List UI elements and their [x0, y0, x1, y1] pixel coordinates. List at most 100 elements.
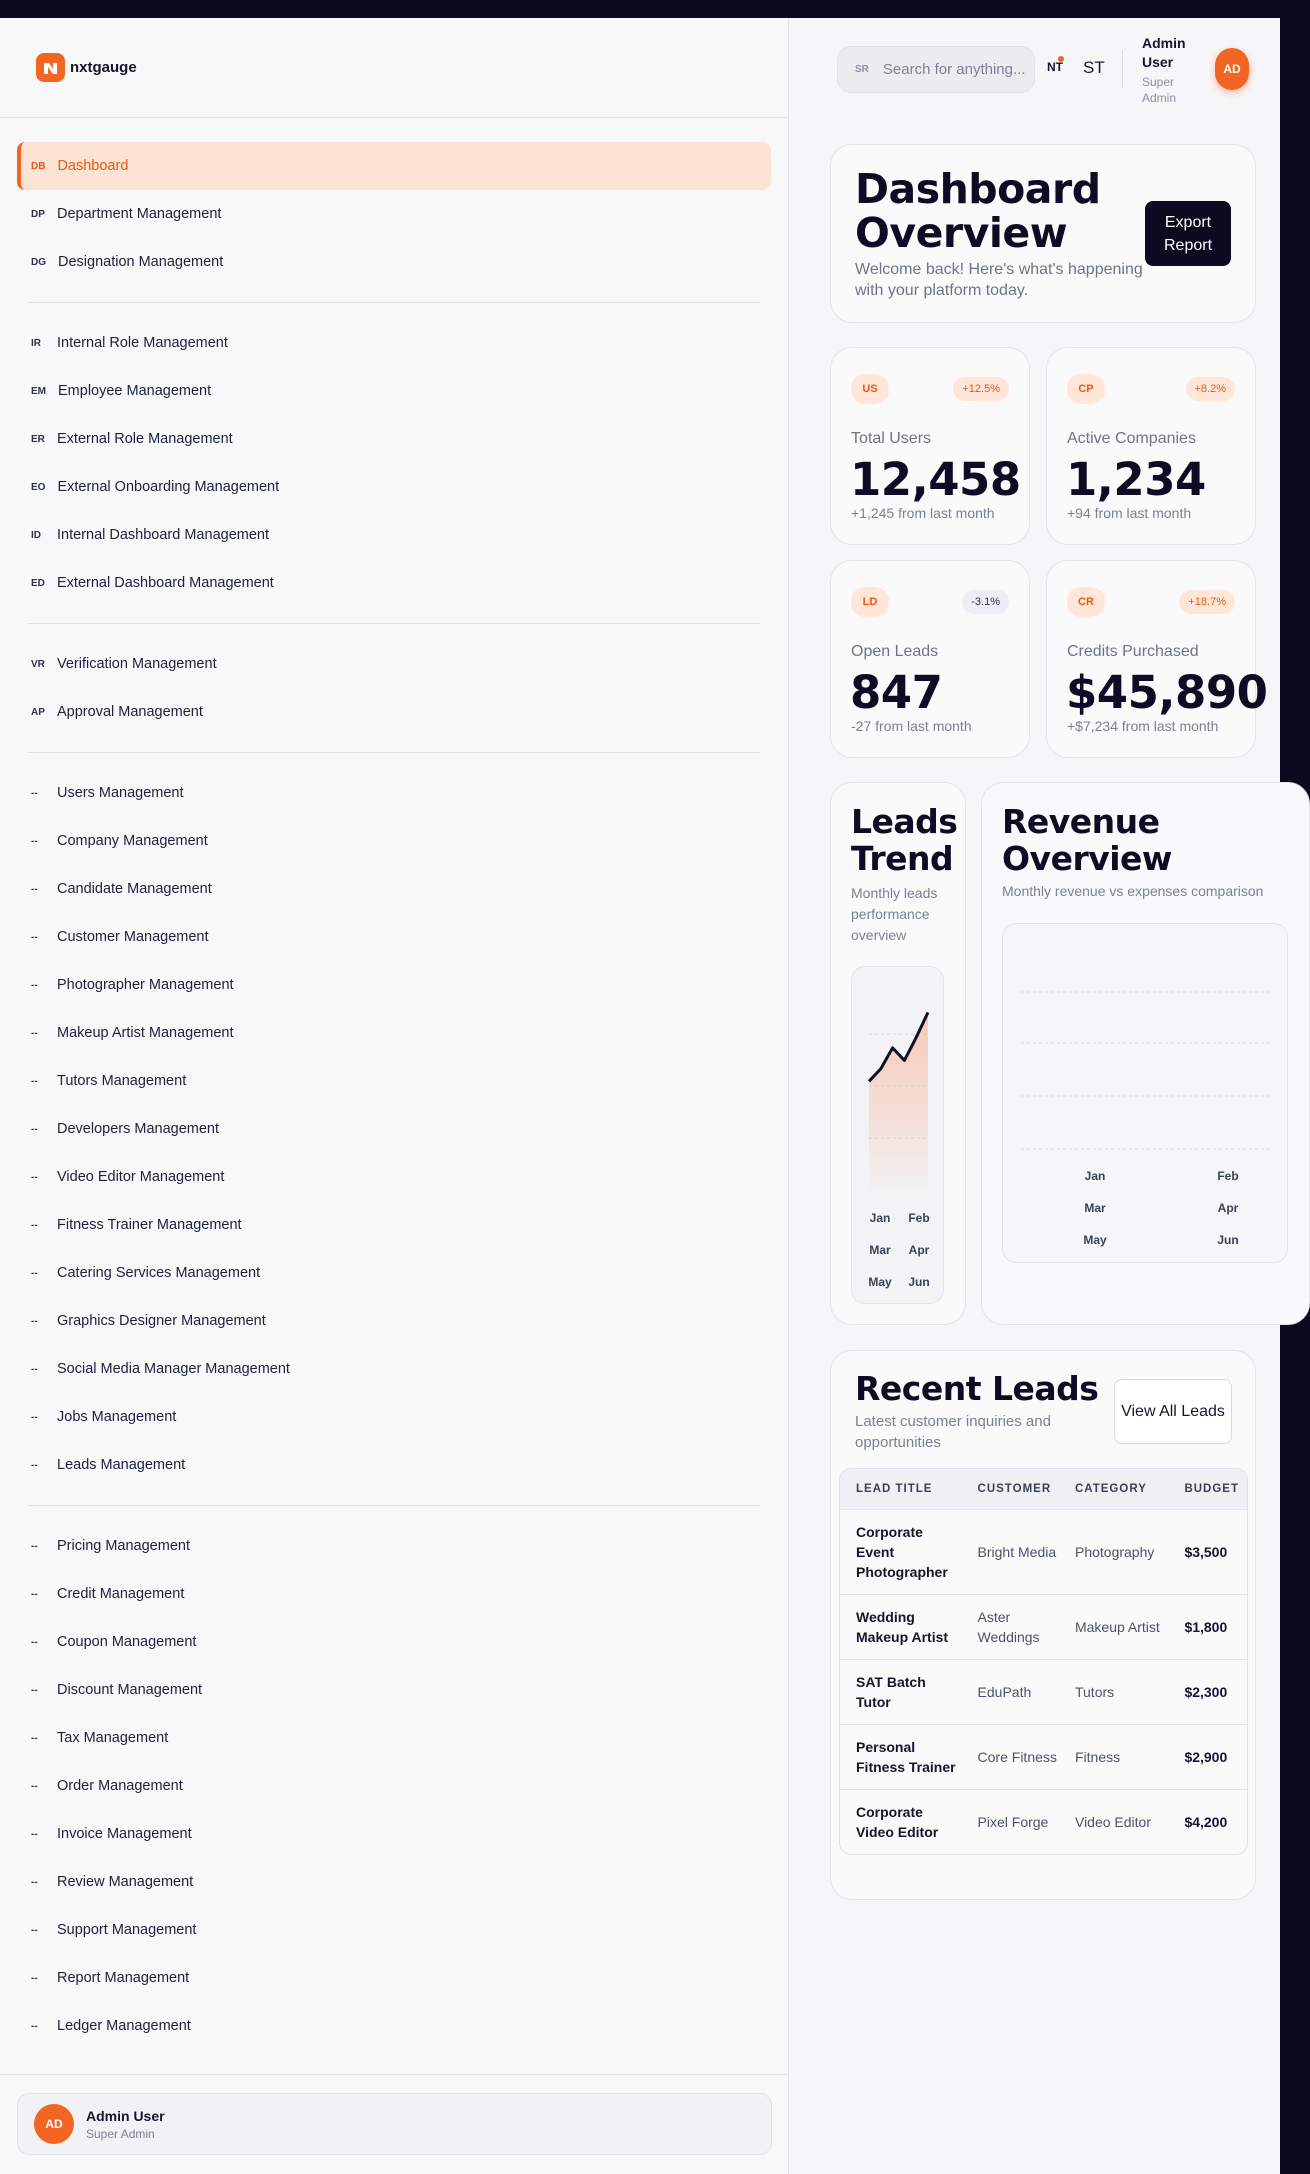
nav-item[interactable]: DP Department Management [17, 190, 771, 238]
x-tick-label: Apr [909, 1243, 930, 1257]
table-cell: Core Fitness [969, 1723, 1067, 1789]
header-user[interactable]: Admin User Super Admin [1142, 34, 1202, 106]
column-header: CATEGORY [1066, 1469, 1177, 1509]
nav-item[interactable]: -- Video Editor Management [17, 1153, 771, 1201]
table-cell: $2,300 [1176, 1658, 1247, 1724]
user-card[interactable]: AD Admin User Super Admin [17, 2093, 772, 2155]
nav-item[interactable]: -- Coupon Management [17, 1618, 771, 1666]
nav-code: -- [31, 787, 38, 799]
nav-item[interactable]: -- Fitness Trainer Management [17, 1201, 771, 1249]
nav-item[interactable]: -- Discount Management [17, 1666, 771, 1714]
logo[interactable]: nxtgauge [0, 18, 788, 118]
nav-item[interactable]: ID Internal Dashboard Management [17, 511, 771, 559]
overview-subtitle: Welcome back! Here's what's happening wi… [855, 261, 1143, 299]
nav-label: Video Editor Management [57, 1169, 225, 1185]
header-user-role: Super Admin [1142, 75, 1177, 105]
logo-icon [36, 53, 65, 82]
nav-item[interactable]: -- Review Management [17, 1858, 771, 1906]
nav-item[interactable]: -- Pricing Management [17, 1522, 771, 1570]
nav-label: Pricing Management [57, 1538, 190, 1554]
nav-item[interactable]: -- Photographer Management [17, 961, 771, 1009]
nav-label: Users Management [57, 785, 184, 801]
x-tick-label: Feb [1217, 1169, 1238, 1183]
nav-label: Credit Management [57, 1586, 185, 1602]
nav-item[interactable]: EO External Onboarding Management [17, 463, 771, 511]
nav-item[interactable]: -- Credit Management [17, 1570, 771, 1618]
view-all-button[interactable]: View All Leads [1114, 1379, 1232, 1444]
nav-item[interactable]: IR Internal Role Management [17, 319, 771, 367]
nav-code: -- [31, 1363, 38, 1375]
chart-subtitle: Monthly revenue vs expenses comparison [1002, 883, 1264, 899]
stat-change: +18.7% [1179, 590, 1235, 614]
nav-code: -- [31, 1828, 38, 1840]
nav-item[interactable]: -- Order Management [17, 1762, 771, 1810]
nav-item[interactable]: -- Tax Management [17, 1714, 771, 1762]
nav-label: Dashboard [57, 158, 129, 174]
header-avatar[interactable]: AD [1215, 48, 1249, 90]
nav-item[interactable]: AP Approval Management [17, 688, 771, 736]
nav-item[interactable]: -- Company Management [17, 817, 771, 865]
x-tick-label: Apr [1218, 1201, 1239, 1215]
stat-change: +12.5% [953, 377, 1009, 401]
nav-item[interactable]: -- Users Management [17, 769, 771, 817]
nav-code: -- [31, 1540, 38, 1552]
stat-value: 1,234 [1066, 453, 1206, 506]
table-cell: Makeup Artist [1066, 1593, 1177, 1659]
nav-item[interactable]: -- Catering Services Management [17, 1249, 771, 1297]
stat-icon: CR [1067, 587, 1105, 617]
table-cell: Wedding Makeup Artist [840, 1593, 970, 1659]
nav-code: AP [31, 706, 45, 718]
overview-title: Dashboard Overview [855, 165, 1101, 257]
nav-item[interactable]: -- Developers Management [17, 1105, 771, 1153]
stat-note: +$7,234 from last month [1067, 718, 1219, 734]
nav-item[interactable]: ER External Role Management [17, 415, 771, 463]
nav-item[interactable]: -- Leads Management [17, 1441, 771, 1489]
table-cell: Photography [1066, 1508, 1177, 1594]
nav-code: -- [31, 835, 38, 847]
notification-dot [1058, 56, 1064, 62]
nav-label: Internal Dashboard Management [57, 527, 269, 543]
stat-value: $45,890 [1066, 666, 1268, 719]
nav-item[interactable]: -- Social Media Manager Management [17, 1345, 771, 1393]
export-button[interactable]: Export Report [1145, 201, 1231, 266]
stat-icon: US [851, 374, 889, 404]
nav-code: -- [31, 1075, 38, 1087]
stat-change: +8.2% [1185, 377, 1235, 401]
search-box[interactable]: SR Search for anything... [837, 46, 1035, 93]
settings[interactable]: ST [1083, 58, 1105, 77]
nav-label: External Role Management [57, 431, 233, 447]
nav-code: -- [31, 1123, 38, 1135]
nav-item[interactable]: DG Designation Management [17, 238, 771, 286]
x-tick-label: May [1083, 1233, 1107, 1247]
nav-item[interactable]: -- Makeup Artist Management [17, 1009, 771, 1057]
nav-item[interactable]: -- Report Management [17, 1954, 771, 2002]
nav-label: Department Management [57, 206, 222, 222]
footer-divider [0, 2074, 788, 2075]
nav-item[interactable]: -- Graphics Designer Management [17, 1297, 771, 1345]
nav-label: Candidate Management [57, 881, 212, 897]
nav-item[interactable]: DB Dashboard [17, 142, 771, 190]
nav-divider [28, 752, 760, 753]
nav-item[interactable]: -- Invoice Management [17, 1810, 771, 1858]
nav-item[interactable]: EM Employee Management [17, 367, 771, 415]
nav-code: -- [31, 1972, 38, 1984]
nav-item[interactable]: VR Verification Management [17, 640, 771, 688]
nav-item[interactable]: -- Support Management [17, 1906, 771, 1954]
nav-code: -- [31, 1684, 38, 1696]
sidebar: nxtgauge DB Dashboard DP Department Managem… [0, 18, 789, 2174]
nav-item[interactable]: ED External Dashboard Management [17, 559, 771, 607]
nav-item[interactable]: -- Jobs Management [17, 1393, 771, 1441]
nav-item[interactable]: -- Customer Management [17, 913, 771, 961]
nav-code: -- [31, 883, 38, 895]
search-icon: SR [855, 64, 869, 75]
table-cell: Personal Fitness Trainer [840, 1723, 970, 1789]
notifications[interactable]: NT [1047, 60, 1063, 74]
nav-item[interactable]: -- Ledger Management [17, 2002, 771, 2050]
nav-divider [28, 302, 760, 303]
x-tick-label: Mar [869, 1243, 891, 1257]
area [869, 1012, 928, 1190]
nav-code: -- [31, 1732, 38, 1744]
nav-item[interactable]: -- Candidate Management [17, 865, 771, 913]
leads-table-wrap: LEAD TITLE CUSTOMER CATEGORY BUDGET Corporat… [839, 1468, 1248, 1855]
nav-item[interactable]: -- Tutors Management [17, 1057, 771, 1105]
